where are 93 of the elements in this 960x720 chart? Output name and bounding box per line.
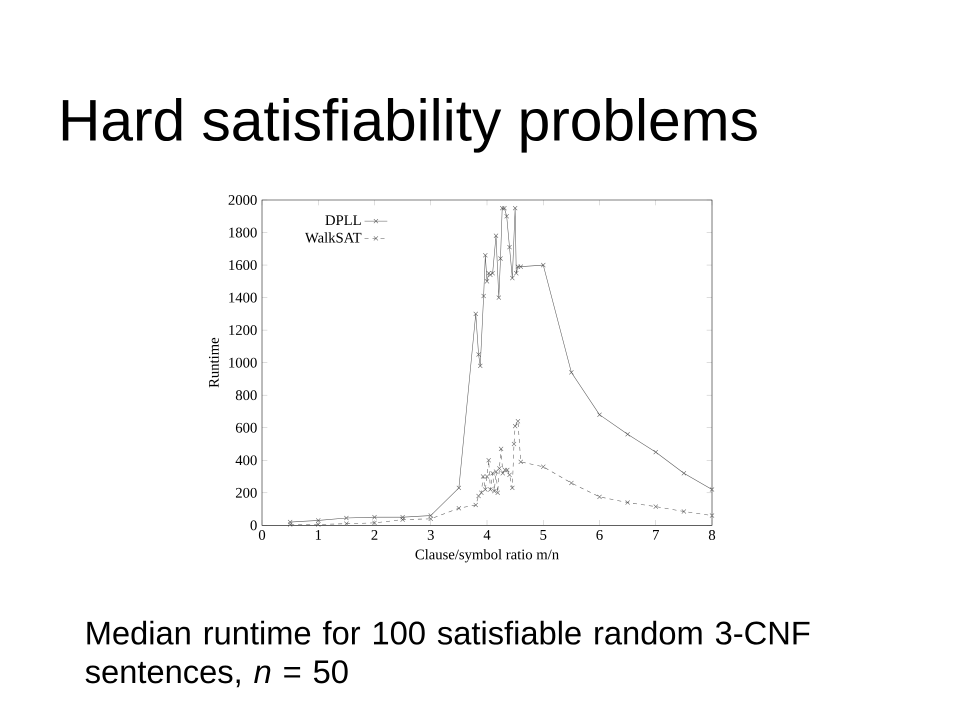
- x-tick-label: 8: [708, 530, 716, 540]
- point: [492, 488, 497, 494]
- y-tick-label: 800: [236, 390, 257, 400]
- point: [481, 294, 486, 298]
- point: [484, 278, 490, 284]
- point: [482, 252, 488, 258]
- point: [540, 262, 546, 268]
- y-tick-label: 1200: [229, 325, 257, 336]
- point: [288, 522, 292, 527]
- point: [456, 506, 462, 511]
- point: [488, 272, 493, 278]
- y-tick-label: 1400: [229, 292, 257, 303]
- point: [500, 206, 505, 210]
- point: [518, 460, 524, 464]
- y-tick-label: 2000: [228, 195, 257, 205]
- legend-label: WalkSAT: [304, 232, 362, 243]
- point: [490, 470, 495, 476]
- point: [502, 206, 507, 210]
- point: [400, 514, 405, 520]
- point: [288, 520, 292, 524]
- point: [569, 480, 574, 486]
- point: [473, 312, 478, 316]
- x-tick-label: 2: [371, 530, 378, 540]
- point: [498, 256, 503, 261]
- point: [504, 214, 510, 219]
- point: [625, 500, 630, 505]
- y-tick-label: 1000: [229, 358, 257, 368]
- point: [372, 520, 377, 526]
- point: [597, 494, 602, 500]
- point: [682, 470, 686, 476]
- point: [682, 509, 686, 514]
- point: [512, 424, 518, 428]
- point: [514, 270, 519, 276]
- point: [653, 504, 658, 509]
- point: [510, 486, 515, 490]
- y-tick-label: 200: [236, 488, 257, 498]
- point: [710, 487, 714, 492]
- chart-title: Hard satisfiability problems: [62, 98, 757, 153]
- text: Median runtime for 100 satisfiable random 3-CNF sentences, n = 50: [86, 620, 810, 688]
- point: [428, 513, 434, 518]
- point: [486, 458, 492, 463]
- x-tick-label: 3: [428, 530, 434, 540]
- point: [476, 352, 481, 357]
- point: [344, 521, 349, 526]
- point: [500, 470, 506, 476]
- point: [494, 233, 498, 238]
- x-tick-label: 4: [484, 530, 490, 540]
- point: [473, 502, 478, 508]
- point: [480, 474, 486, 479]
- x-tick-label: 7: [653, 530, 659, 540]
- point: [507, 244, 512, 250]
- y-tick-label: 600: [236, 422, 257, 433]
- y-tick-label: 0: [250, 520, 257, 530]
- point: [653, 450, 658, 454]
- point: [478, 364, 483, 368]
- point: [316, 522, 321, 527]
- x-tick-label: 6: [596, 530, 603, 540]
- point: [372, 514, 377, 520]
- point: [456, 486, 462, 490]
- x-tick-label: 0: [258, 530, 266, 540]
- y-tick-label: 400: [236, 455, 257, 466]
- point: [512, 442, 516, 446]
- point: [516, 264, 520, 270]
- point: [490, 270, 495, 276]
- x-axis-title: Clause/symbol ratio m/n: [416, 549, 559, 562]
- point: [512, 206, 518, 210]
- point: [486, 270, 492, 276]
- point: [597, 412, 602, 418]
- point: [498, 446, 504, 452]
- point: [494, 469, 498, 474]
- x-tick-label: 5: [540, 530, 546, 540]
- point: [496, 295, 502, 300]
- point: [518, 264, 524, 270]
- y-axis-title: Runtime: [208, 338, 219, 388]
- point: [479, 490, 484, 496]
- point: [344, 516, 349, 520]
- point: [569, 370, 574, 375]
- point: [540, 464, 546, 470]
- point: [484, 474, 490, 479]
- legend-label: DPLL: [325, 215, 361, 225]
- y-tick-label: 1600: [229, 260, 257, 270]
- point: [510, 276, 515, 280]
- point: [428, 516, 434, 522]
- point: [625, 432, 630, 437]
- point: [516, 418, 520, 424]
- point: [507, 472, 512, 478]
- point: [400, 517, 405, 522]
- y-tick-label: 1800: [229, 228, 257, 238]
- point: [710, 513, 714, 518]
- x-tick-label: 1: [316, 530, 322, 540]
- point: [476, 494, 481, 498]
- point: [316, 518, 321, 523]
- point: [495, 490, 500, 496]
